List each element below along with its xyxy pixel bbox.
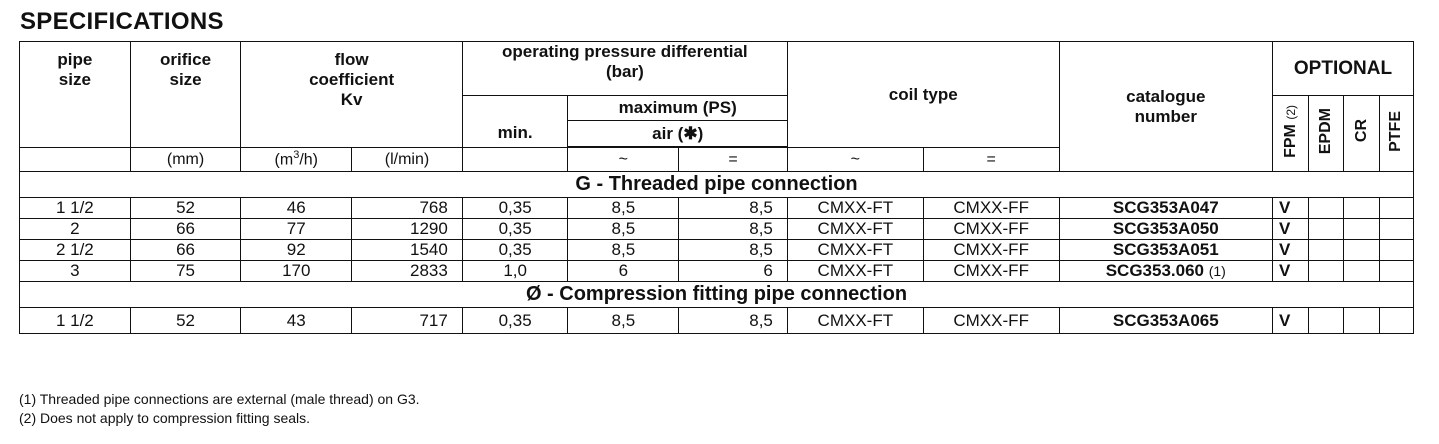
unit-mm: (mm) xyxy=(129,147,242,172)
header-min: min. xyxy=(461,95,569,148)
section-threaded: G - Threaded pipe connection xyxy=(19,171,1414,198)
header-coil-type: coil type xyxy=(786,41,1060,148)
page-title: SPECIFICATIONS xyxy=(20,8,224,35)
catalogue-number: SCG353A051 xyxy=(1058,239,1273,261)
header-air: air (✱) xyxy=(567,120,788,147)
unit-min xyxy=(461,147,569,172)
footnotes: (1) Threaded pipe connections are extern… xyxy=(19,390,420,428)
table-row: 1 1/2 52 43 717 0,35 8,5 8,5 CMXX-FT CMXX-FF … xyxy=(19,307,1415,334)
table-row: 2 66 77 1290 0,35 8,5 8,5 CMXX-FT CMXX-FF SCG… xyxy=(19,218,1415,240)
unit-ac: ~ xyxy=(567,147,680,172)
unit-lmin: (l/min) xyxy=(351,147,463,172)
table-row: 1 1/2 52 46 768 0,35 8,5 8,5 CMXX-FT CMXX-FF … xyxy=(19,197,1415,219)
header-orifice-size: orifice size xyxy=(129,41,242,148)
table-row: 2 1/2 66 92 1540 0,35 8,5 8,5 CMXX-FT CMXX-FF… xyxy=(19,239,1415,261)
header-optional: OPTIONAL xyxy=(1271,41,1415,96)
epdm-label: EPDM xyxy=(1317,107,1335,155)
footnote-ref: (1) xyxy=(1208,263,1226,279)
optional-cr-col: CR xyxy=(1343,95,1380,172)
header-pipe-size: pipe size xyxy=(19,41,131,148)
unit-dc: = xyxy=(678,147,788,172)
unit-pipe xyxy=(19,147,131,172)
optional-ptfe-col: PTFE xyxy=(1378,95,1415,172)
unit-coil-ac: ~ xyxy=(786,147,924,172)
header-flow-coefficient: flow coefficient Kv xyxy=(240,41,463,148)
footnote-1: (1) Threaded pipe connections are extern… xyxy=(19,391,420,407)
unit-coil-dc: = xyxy=(922,147,1060,172)
section-compression: Ø - Compression fitting pipe connection xyxy=(19,281,1414,308)
catalogue-number: SCG353A065 xyxy=(1058,307,1273,334)
fpm-label: FPM (2) xyxy=(1281,104,1299,158)
header-operating-pressure: operating pressure differential (bar) xyxy=(461,41,788,96)
header-maximum: maximum (PS) xyxy=(567,95,788,121)
optional-epdm-col: EPDM xyxy=(1308,95,1345,172)
table-row: 3 75 170 2833 1,0 6 6 CMXX-FT CMXX-FF SCG353.… xyxy=(19,260,1415,282)
catalogue-number: SCG353.060 (1) xyxy=(1058,260,1273,282)
catalogue-number: SCG353A047 xyxy=(1058,197,1273,219)
ptfe-label: PTFE xyxy=(1387,110,1405,152)
cr-label: CR xyxy=(1352,119,1370,143)
optional-fpm-col: FPM (2) xyxy=(1271,95,1310,172)
catalogue-number: SCG353A050 xyxy=(1058,218,1273,240)
header-catalogue-number: catalogue number xyxy=(1058,41,1273,172)
specifications-table: pipe size orifice size flow coefficient Kv o… xyxy=(19,41,1415,334)
footnote-2: (2) Does not apply to compression fittin… xyxy=(19,410,311,426)
unit-m3h: (m3/h) xyxy=(240,147,353,172)
